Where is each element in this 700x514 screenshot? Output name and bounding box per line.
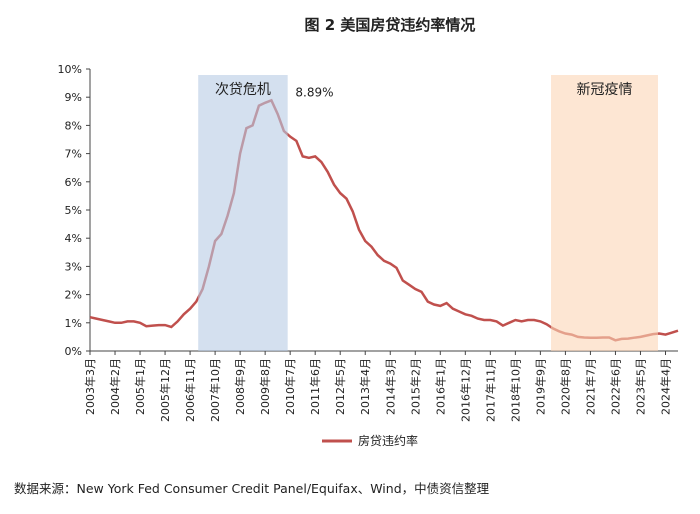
x-tick-label: 2007年10月 bbox=[208, 358, 222, 422]
band bbox=[198, 75, 288, 351]
x-tick-label: 2010年7月 bbox=[283, 358, 297, 415]
x-tick-label: 2008年9月 bbox=[233, 358, 247, 415]
x-tick-label: 2003年3月 bbox=[83, 358, 97, 415]
y-tick-label: 4% bbox=[65, 232, 82, 245]
x-tick-label: 2024年4月 bbox=[658, 358, 672, 415]
y-tick-label: 0% bbox=[65, 345, 82, 358]
y-tick-label: 9% bbox=[65, 91, 82, 104]
x-tick-label: 2014年3月 bbox=[383, 358, 397, 415]
x-tick-label: 2015年2月 bbox=[408, 358, 422, 415]
y-tick-label: 2% bbox=[65, 289, 82, 302]
legend-label: 房贷违约率 bbox=[358, 433, 418, 448]
band-label: 次贷危机 bbox=[215, 82, 271, 98]
x-tick-label: 2016年12月 bbox=[458, 358, 472, 422]
chart-title: 图 2 美国房贷违约率情况 bbox=[305, 16, 476, 34]
band bbox=[551, 75, 658, 351]
x-tick-label: 2018年10月 bbox=[508, 358, 522, 422]
x-tick-label: 2016年1月 bbox=[433, 358, 447, 415]
x-tick-label: 2005年12月 bbox=[158, 358, 172, 422]
x-tick-label: 2017年11月 bbox=[483, 358, 497, 422]
x-tick-label: 2006年11月 bbox=[183, 358, 197, 422]
band-label: 新冠疫情 bbox=[577, 82, 633, 98]
x-tick-label: 2023年5月 bbox=[633, 358, 647, 415]
x-tick-label: 2013年4月 bbox=[358, 358, 372, 415]
y-tick-label: 8% bbox=[65, 119, 82, 132]
y-tick-label: 5% bbox=[65, 204, 82, 217]
data-label: 8.89% bbox=[295, 85, 333, 99]
x-tick-label: 2009年8月 bbox=[258, 358, 272, 415]
y-tick-label: 1% bbox=[65, 317, 82, 330]
y-tick-label: 3% bbox=[65, 260, 82, 273]
source: 数据来源：New York Fed Consumer Credit Panel/… bbox=[14, 481, 490, 496]
x-tick-label: 2012年5月 bbox=[333, 358, 347, 415]
y-tick-label: 10% bbox=[58, 63, 82, 76]
x-tick-label: 2004年2月 bbox=[108, 358, 122, 415]
x-tick-label: 2019年9月 bbox=[533, 358, 547, 415]
x-tick-label: 2021年7月 bbox=[583, 358, 597, 415]
y-tick-label: 7% bbox=[65, 148, 82, 161]
y-tick-label: 6% bbox=[65, 176, 82, 189]
x-tick-label: 2005年1月 bbox=[133, 358, 147, 415]
x-tick-label: 2011年6月 bbox=[308, 358, 322, 415]
x-tick-label: 2022年6月 bbox=[608, 358, 622, 415]
x-tick-label: 2020年8月 bbox=[558, 358, 572, 415]
